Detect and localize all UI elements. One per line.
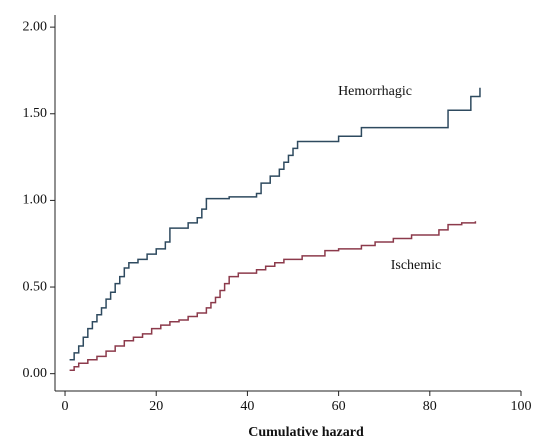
y-tick-label: 0.00 <box>23 366 48 381</box>
x-tick-label: 20 <box>149 399 163 414</box>
x-tick-label: 100 <box>511 399 532 414</box>
step-line <box>69 87 481 361</box>
step-line <box>69 221 477 371</box>
x-tick-label: 60 <box>332 399 346 414</box>
y-tick-label: 0.50 <box>23 279 48 294</box>
x-axis-label: Cumulative hazard <box>248 425 364 440</box>
y-tick-label: 1.50 <box>23 106 48 121</box>
x-tick-label: 0 <box>62 399 69 414</box>
y-tick-label: 1.00 <box>23 193 48 208</box>
x-tick-label: 80 <box>423 399 437 414</box>
x-tick-label: 40 <box>240 399 254 414</box>
series-label: Ischemic <box>391 258 442 273</box>
y-tick-label: 2.00 <box>23 19 48 34</box>
series-label: Hemorrhagic <box>338 84 412 99</box>
